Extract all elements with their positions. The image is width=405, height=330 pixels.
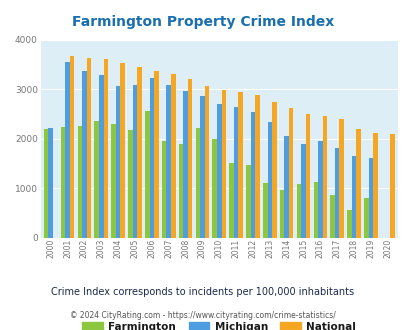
Bar (77, 126, 82, 238)
Bar (363, 199, 368, 238)
Bar (65, 62, 70, 238)
Bar (255, 95, 259, 238)
Bar (317, 141, 322, 238)
Bar (233, 107, 238, 238)
Bar (212, 139, 216, 238)
Bar (330, 194, 334, 238)
Bar (351, 156, 356, 238)
Bar (70, 56, 74, 238)
Bar (372, 133, 377, 238)
Bar (229, 163, 233, 238)
Bar (82, 71, 87, 238)
Bar (128, 130, 132, 238)
Bar (346, 210, 351, 238)
Text: Crime Index corresponds to incidents per 100,000 inhabitants: Crime Index corresponds to incidents per… (51, 287, 354, 297)
Bar (271, 102, 276, 238)
Bar (183, 91, 188, 238)
Bar (301, 144, 305, 238)
Bar (334, 148, 339, 238)
Bar (238, 92, 242, 238)
Bar (221, 90, 226, 238)
Bar (166, 85, 171, 238)
Bar (61, 127, 65, 238)
Bar (216, 104, 221, 238)
Bar (245, 165, 250, 238)
Bar (94, 121, 99, 238)
Bar (262, 183, 267, 238)
Bar (322, 116, 326, 238)
Bar (195, 128, 200, 238)
Bar (115, 86, 120, 238)
Bar (288, 108, 293, 238)
Bar (48, 128, 53, 238)
Bar (44, 129, 48, 238)
Bar (132, 85, 137, 238)
Bar (99, 75, 103, 238)
Bar (137, 67, 141, 238)
Bar (178, 144, 183, 238)
Bar (250, 112, 255, 238)
Bar (305, 115, 309, 238)
Legend: Farmington, Michigan, National: Farmington, Michigan, National (78, 318, 360, 330)
Text: Farmington Property Crime Index: Farmington Property Crime Index (72, 15, 333, 29)
Bar (162, 141, 166, 238)
Bar (296, 183, 301, 238)
Text: © 2024 CityRating.com - https://www.cityrating.com/crime-statistics/: © 2024 CityRating.com - https://www.city… (70, 311, 335, 320)
Bar (339, 119, 343, 238)
Bar (188, 79, 192, 238)
Bar (87, 58, 91, 238)
Bar (200, 96, 204, 238)
Bar (120, 63, 125, 238)
Bar (313, 182, 317, 238)
Bar (154, 71, 158, 238)
Bar (267, 122, 271, 238)
Bar (171, 74, 175, 238)
Bar (389, 134, 394, 238)
Bar (111, 124, 115, 238)
Bar (149, 78, 154, 238)
Bar (368, 158, 372, 238)
Bar (284, 136, 288, 238)
Bar (356, 129, 360, 238)
Bar (103, 59, 108, 238)
Bar (145, 112, 149, 238)
Bar (204, 86, 209, 238)
Bar (279, 190, 283, 238)
